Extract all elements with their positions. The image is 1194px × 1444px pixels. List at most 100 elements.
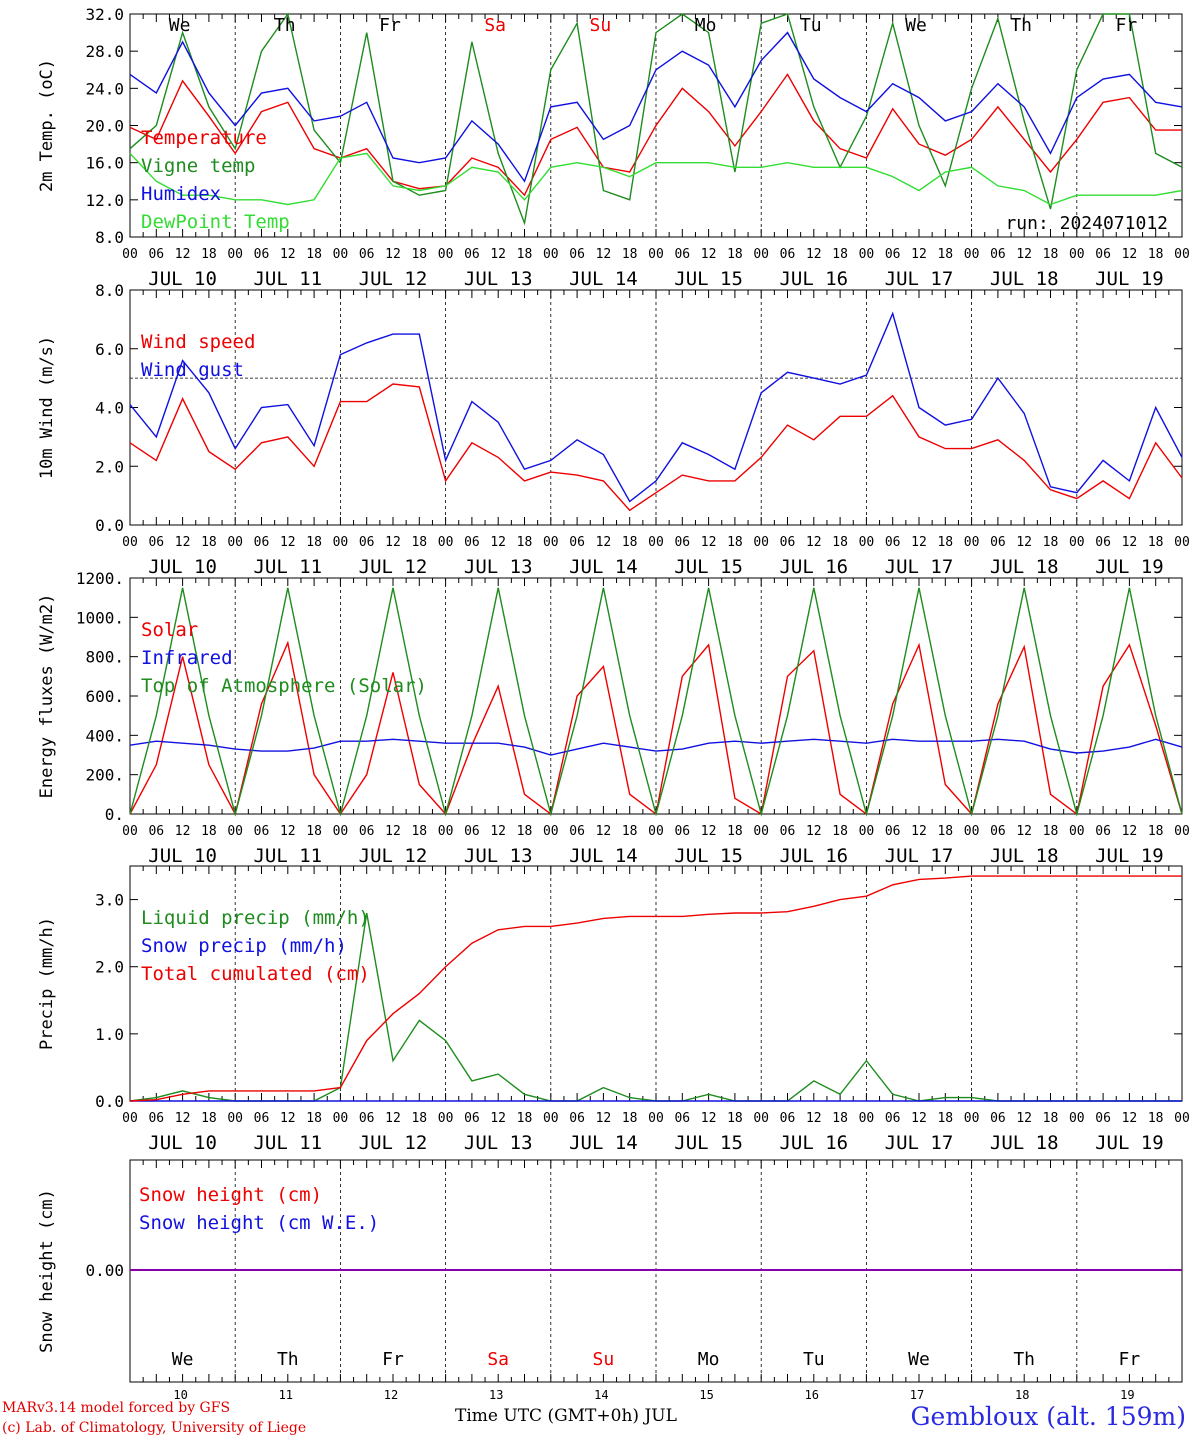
hour-tick-label: 12 bbox=[911, 247, 927, 262]
hour-tick-label: 06 bbox=[885, 247, 901, 262]
legend-top-of-atmosphere-solar-: Top of Atmosphere (Solar) bbox=[141, 675, 427, 697]
lab-credit: (c) Lab. of Climatology, University of L… bbox=[2, 1420, 307, 1436]
date-label: JUL 14 bbox=[569, 1132, 638, 1154]
hour-tick-label: 00 bbox=[1174, 247, 1190, 262]
hour-tick-label: 12 bbox=[596, 535, 612, 550]
hour-tick-label: 00 bbox=[438, 824, 454, 839]
hour-tick-label: 12 bbox=[806, 535, 822, 550]
legend-snow-precip-mm-h-: Snow precip (mm/h) bbox=[141, 935, 347, 957]
date-label: JUL 11 bbox=[253, 1132, 322, 1154]
legend-wind-gust: Wind gust bbox=[141, 359, 244, 381]
hour-tick-label: 06 bbox=[780, 247, 796, 262]
day-of-week-label: We bbox=[169, 15, 191, 36]
hour-tick-label: 18 bbox=[622, 535, 638, 550]
y-tick-label: 800. bbox=[85, 648, 124, 667]
hour-tick-label: 06 bbox=[254, 1111, 270, 1126]
hour-tick-label: 18 bbox=[1148, 824, 1164, 839]
hour-tick-label: 00 bbox=[648, 824, 664, 839]
date-label: JUL 14 bbox=[569, 556, 638, 578]
series-humidex bbox=[129, 31, 1183, 183]
hour-tick-label: 12 bbox=[280, 1111, 296, 1126]
hour-tick-label: 00 bbox=[964, 247, 980, 262]
y-axis-label-snow: Snow height (cm) bbox=[37, 1189, 57, 1353]
hour-tick-label: 00 bbox=[227, 824, 243, 839]
y-tick-label: 8.0 bbox=[95, 228, 124, 247]
y-axis-label-temp: 2m Temp. (oC) bbox=[37, 59, 57, 192]
day-of-week-label: Su bbox=[593, 1349, 615, 1370]
day-of-week-label: Fr bbox=[1119, 1349, 1141, 1370]
hour-tick-label: 00 bbox=[227, 535, 243, 550]
hour-tick-label: 06 bbox=[254, 824, 270, 839]
y-tick-label: 2.0 bbox=[95, 457, 124, 476]
hour-tick-label: 18 bbox=[727, 535, 743, 550]
date-label: JUL 13 bbox=[464, 268, 533, 290]
series-infrared bbox=[129, 738, 1183, 756]
hour-tick-label: 12 bbox=[701, 247, 717, 262]
date-label: JUL 17 bbox=[885, 845, 954, 867]
hour-tick-label: 00 bbox=[648, 247, 664, 262]
date-label: JUL 12 bbox=[359, 845, 428, 867]
hour-tick-label: 18 bbox=[727, 247, 743, 262]
day-of-week-label: Su bbox=[590, 15, 612, 36]
hour-tick-label: 18 bbox=[201, 1111, 217, 1126]
date-label: JUL 11 bbox=[253, 268, 322, 290]
date-label: JUL 18 bbox=[990, 268, 1059, 290]
hour-tick-label: 12 bbox=[385, 1111, 401, 1126]
hour-tick-label: 18 bbox=[727, 824, 743, 839]
hour-tick-label: 18 bbox=[306, 247, 322, 262]
hour-tick-label: 06 bbox=[1095, 1111, 1111, 1126]
series-wind-gust bbox=[129, 311, 1183, 503]
date-label: JUL 18 bbox=[990, 845, 1059, 867]
series-temperature bbox=[129, 73, 1182, 197]
hour-tick-label: 00 bbox=[122, 247, 138, 262]
hour-tick-label: 18 bbox=[411, 247, 427, 262]
hour-tick-label: 00 bbox=[333, 824, 349, 839]
date-label: JUL 18 bbox=[990, 556, 1059, 578]
day-of-week-label: Fr bbox=[382, 1349, 404, 1370]
hour-tick-label: 12 bbox=[806, 1111, 822, 1126]
hour-tick-label: 00 bbox=[859, 824, 875, 839]
hour-tick-label: 12 bbox=[701, 1111, 717, 1126]
hour-tick-label: 18 bbox=[201, 247, 217, 262]
hour-tick-label: 00 bbox=[543, 535, 559, 550]
hour-tick-label: 12 bbox=[911, 824, 927, 839]
y-tick-label: 6.0 bbox=[95, 340, 124, 359]
hour-tick-label: 00 bbox=[964, 824, 980, 839]
y-tick-label: 0.0 bbox=[95, 1092, 124, 1111]
series-dewpoint-temp bbox=[129, 152, 1183, 206]
day-of-week-label: Sa bbox=[484, 15, 506, 36]
day-of-week-label: Fr bbox=[1116, 15, 1138, 36]
day-of-week-label: We bbox=[172, 1349, 194, 1370]
legend-infrared: Infrared bbox=[141, 647, 233, 669]
hour-tick-label: 18 bbox=[832, 535, 848, 550]
y-tick-label: 600. bbox=[85, 687, 124, 706]
y-tick-label: 0. bbox=[105, 805, 124, 824]
hour-tick-label: 06 bbox=[359, 535, 375, 550]
legend-snow-height-cm-w-e-: Snow height (cm W.E.) bbox=[139, 1212, 379, 1234]
hour-tick-label: 18 bbox=[832, 1111, 848, 1126]
hour-tick-label: 00 bbox=[438, 1111, 454, 1126]
hour-tick-label: 18 bbox=[411, 1111, 427, 1126]
hour-tick-label: 06 bbox=[359, 1111, 375, 1126]
y-tick-label: 28.0 bbox=[85, 42, 124, 61]
date-label: JUL 10 bbox=[148, 1132, 217, 1154]
hour-tick-label: 00 bbox=[859, 247, 875, 262]
day-number-label: 18 bbox=[1015, 1388, 1029, 1402]
hour-tick-label: 06 bbox=[1095, 247, 1111, 262]
legend-total-cumulated-cm-: Total cumulated (cm) bbox=[141, 963, 370, 985]
hour-tick-label: 18 bbox=[306, 824, 322, 839]
hour-tick-label: 12 bbox=[1016, 535, 1032, 550]
hour-tick-label: 06 bbox=[569, 247, 585, 262]
hour-tick-label: 06 bbox=[254, 535, 270, 550]
date-label: JUL 12 bbox=[359, 1132, 428, 1154]
y-axis-label-energy: Energy fluxes (W/m2) bbox=[37, 594, 57, 799]
hour-tick-label: 12 bbox=[1016, 824, 1032, 839]
hour-tick-label: 12 bbox=[701, 535, 717, 550]
hour-tick-label: 06 bbox=[569, 535, 585, 550]
hour-tick-label: 00 bbox=[333, 247, 349, 262]
hour-tick-label: 12 bbox=[490, 247, 506, 262]
hour-tick-label: 12 bbox=[596, 824, 612, 839]
model-credit: MARv3.14 model forced by GFS bbox=[2, 1400, 231, 1416]
hour-tick-label: 06 bbox=[464, 535, 480, 550]
day-of-week-label: We bbox=[908, 1349, 930, 1370]
